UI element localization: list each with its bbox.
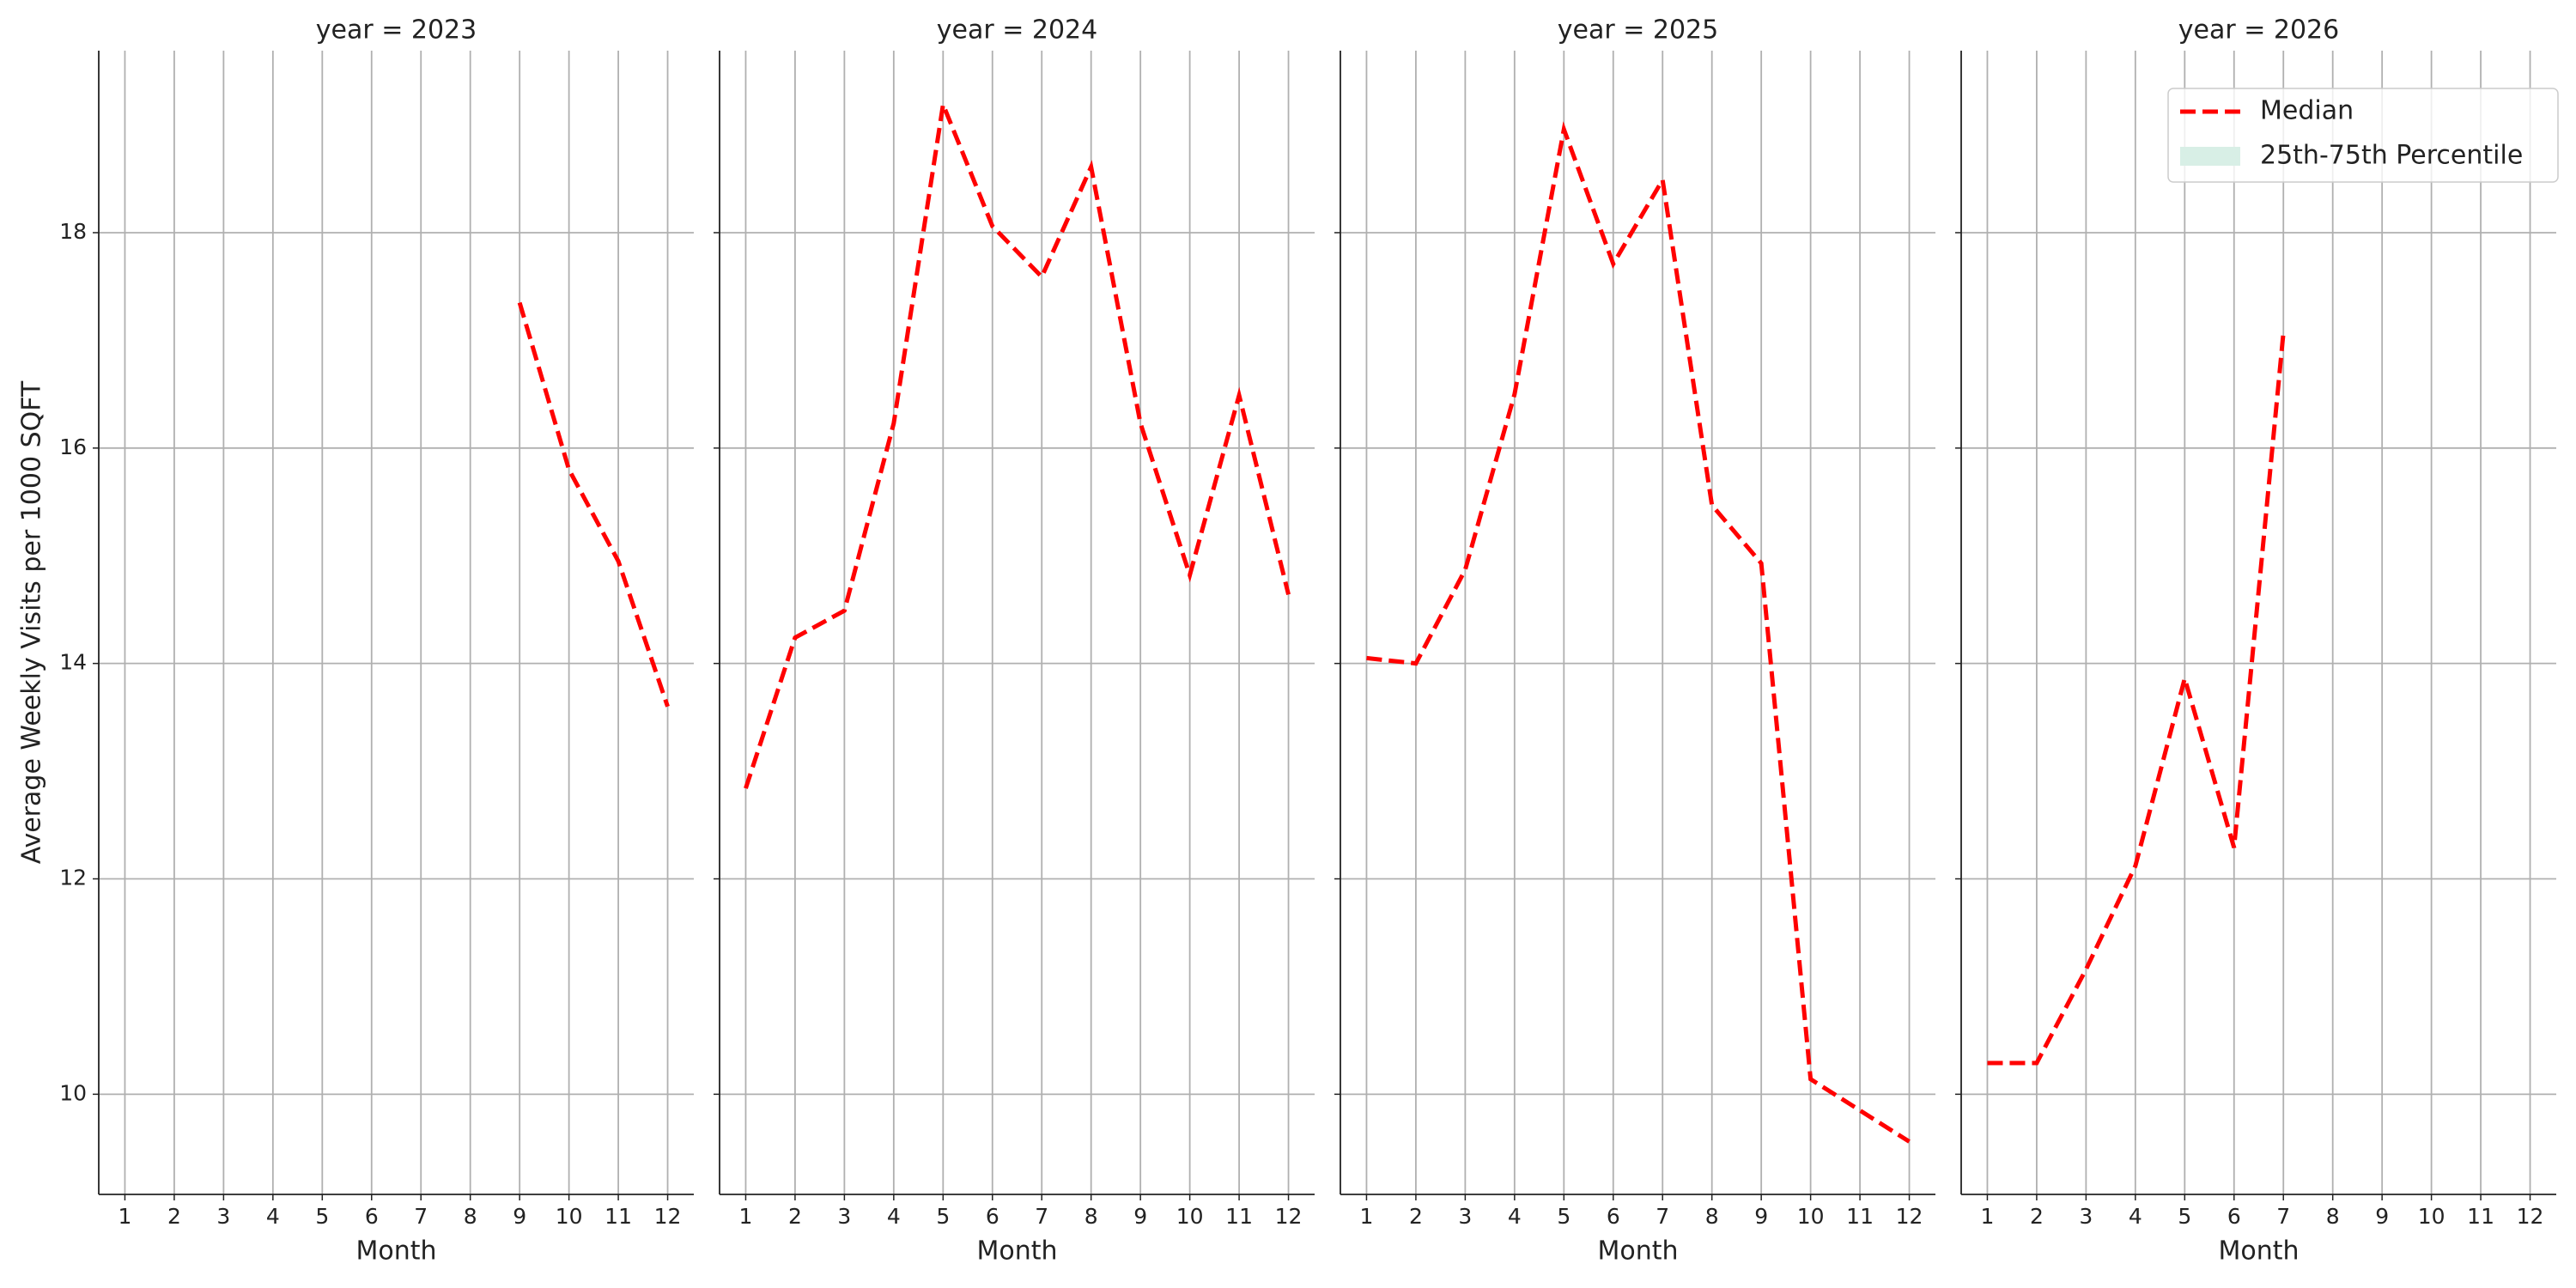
x-tick-label: 10: [1176, 1204, 1204, 1229]
legend-label: 25th-75th Percentile: [2260, 141, 2523, 171]
x-tick-label: 12: [1275, 1204, 1303, 1229]
x-tick-label: 6: [2227, 1204, 2241, 1229]
x-tick-label: 3: [1458, 1204, 1472, 1229]
x-tick-label: 3: [2079, 1204, 2093, 1229]
x-tick-label: 7: [414, 1204, 428, 1229]
x-tick-label: 4: [2129, 1204, 2142, 1229]
x-tick-label: 8: [1084, 1204, 1098, 1229]
x-tick-label: 4: [266, 1204, 280, 1229]
x-tick-label: 9: [513, 1204, 526, 1229]
panel-title: year = 2026: [2178, 15, 2340, 46]
median-line: [1987, 332, 2286, 1066]
y-axis-label: Average Weekly Visits per 1000 SQFT: [17, 380, 47, 864]
x-tick-label: 1: [1360, 1204, 1374, 1229]
legend-swatch: [2180, 147, 2240, 166]
x-tick-label: 7: [2276, 1204, 2290, 1229]
x-tick-label: 9: [2375, 1204, 2389, 1229]
x-tick-label: 12: [654, 1204, 682, 1229]
x-tick-label: 4: [887, 1204, 901, 1229]
y-tick-label: 14: [59, 650, 87, 675]
x-tick-label: 5: [2178, 1204, 2191, 1229]
x-tick-label: 5: [1557, 1204, 1571, 1229]
y-tick-label: 18: [59, 219, 87, 244]
x-tick-label: 2: [2030, 1204, 2044, 1229]
x-tick-label: 1: [118, 1204, 132, 1229]
x-tick-label: 5: [315, 1204, 329, 1229]
x-tick-label: 8: [2326, 1204, 2340, 1229]
legend-box: [2167, 88, 2559, 183]
x-tick-label: 2: [788, 1204, 802, 1229]
x-tick-label: 10: [556, 1204, 583, 1229]
x-tick-label: 4: [1508, 1204, 1522, 1229]
x-tick-label: 5: [936, 1204, 950, 1229]
x-axis-label: Month: [976, 1236, 1057, 1267]
y-tick-label: 12: [59, 866, 87, 890]
median-line: [744, 96, 1291, 789]
panel-title: year = 2023: [316, 15, 477, 46]
x-tick-label: 2: [1409, 1204, 1423, 1229]
legend: Median 25th-75th Percentile: [2167, 88, 2559, 183]
x-tick-label: 9: [1754, 1204, 1768, 1229]
x-axis-label: Month: [355, 1236, 436, 1267]
x-tick-label: 6: [365, 1204, 379, 1229]
median-line: [1366, 121, 1911, 1144]
x-tick-label: 8: [1705, 1204, 1719, 1229]
x-tick-label: 11: [1846, 1204, 1874, 1229]
y-tick-label: 10: [59, 1080, 87, 1105]
x-tick-label: 3: [837, 1204, 851, 1229]
x-axis-label: Month: [2218, 1236, 2299, 1267]
y-tick-label: 16: [59, 434, 87, 459]
x-tick-label: 3: [216, 1204, 230, 1229]
x-tick-label: 1: [1981, 1204, 1995, 1229]
x-tick-label: 7: [1656, 1204, 1669, 1229]
x-tick-label: 1: [739, 1204, 753, 1229]
x-tick-label: 12: [2517, 1204, 2544, 1229]
x-tick-label: 6: [986, 1204, 999, 1229]
x-tick-label: 9: [1133, 1204, 1147, 1229]
x-tick-label: 11: [2467, 1204, 2494, 1229]
x-tick-label: 7: [1035, 1204, 1048, 1229]
x-tick-label: 11: [1225, 1204, 1253, 1229]
legend-label: Median: [2260, 96, 2354, 126]
panel-title: year = 2025: [1558, 15, 1719, 46]
x-tick-label: 12: [1896, 1204, 1923, 1229]
x-tick-label: 10: [1797, 1204, 1825, 1229]
median-line: [517, 301, 670, 708]
x-tick-label: 6: [1607, 1204, 1620, 1229]
x-tick-label: 10: [2418, 1204, 2445, 1229]
x-tick-label: 11: [605, 1204, 632, 1229]
x-axis-label: Month: [1597, 1236, 1678, 1267]
x-tick-label: 8: [464, 1204, 477, 1229]
panel-title: year = 2024: [937, 15, 1098, 46]
x-tick-label: 2: [167, 1204, 181, 1229]
